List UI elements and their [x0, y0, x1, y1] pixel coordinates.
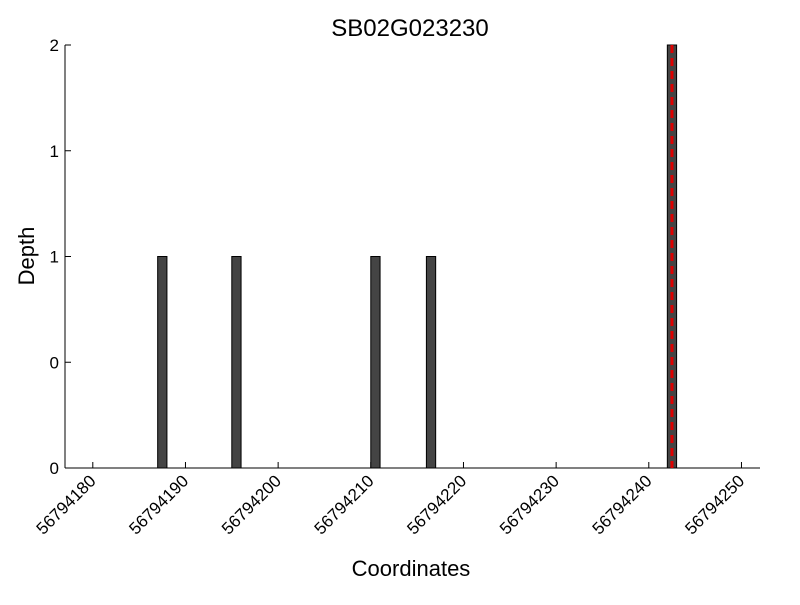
y-tick-label: 2	[50, 36, 59, 55]
bar	[157, 256, 168, 469]
x-tick-label: 56794190	[125, 471, 192, 538]
y-axis-label: Depth	[14, 227, 39, 286]
y-tick-label: 1	[50, 142, 59, 161]
y-tick-label: 1	[50, 248, 59, 267]
bar	[370, 256, 381, 469]
bar	[231, 256, 242, 469]
x-axis-label: Coordinates	[352, 556, 471, 581]
x-tick-label: 56794210	[311, 471, 378, 538]
x-tick-label: 56794200	[218, 471, 285, 538]
chart-title: SB02G023230	[331, 15, 488, 42]
x-tick-label: 56794240	[589, 471, 656, 538]
bar	[425, 256, 437, 469]
x-tick-label: 56794230	[496, 471, 563, 538]
x-tick-label: 56794220	[403, 471, 470, 538]
x-tick-label: 56794180	[33, 471, 100, 538]
y-tick-label: 0	[50, 459, 59, 478]
x-tick-label: 56794250	[681, 471, 748, 538]
y-tick-label: 0	[50, 353, 59, 372]
